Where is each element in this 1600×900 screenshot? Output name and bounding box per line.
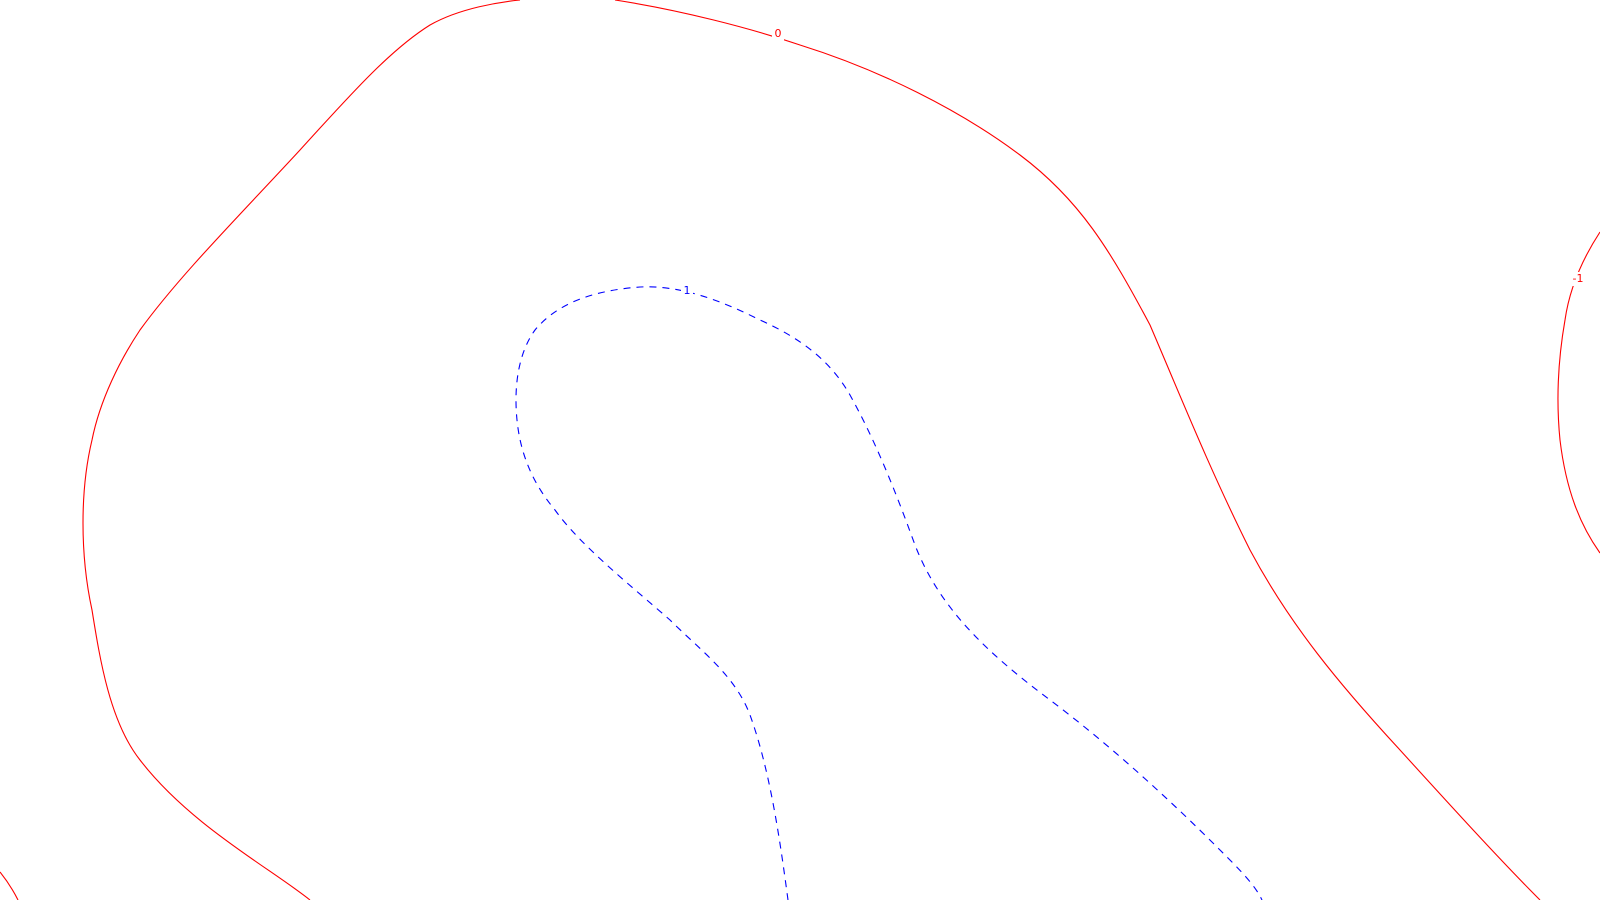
contour-label-level-0: 0: [775, 27, 782, 40]
contour-label-bg-level-minus-1: [1571, 272, 1585, 286]
contour-label-level-1: 1: [684, 284, 691, 297]
contour-label-level-minus-1: -1: [1573, 272, 1584, 285]
contour-label-bg-level-1: [681, 284, 693, 298]
contour-label-bg-level-0: [772, 27, 784, 41]
contour-line-level-0-corner: [0, 871, 19, 900]
contour-line-level-0: [82, 0, 1541, 900]
